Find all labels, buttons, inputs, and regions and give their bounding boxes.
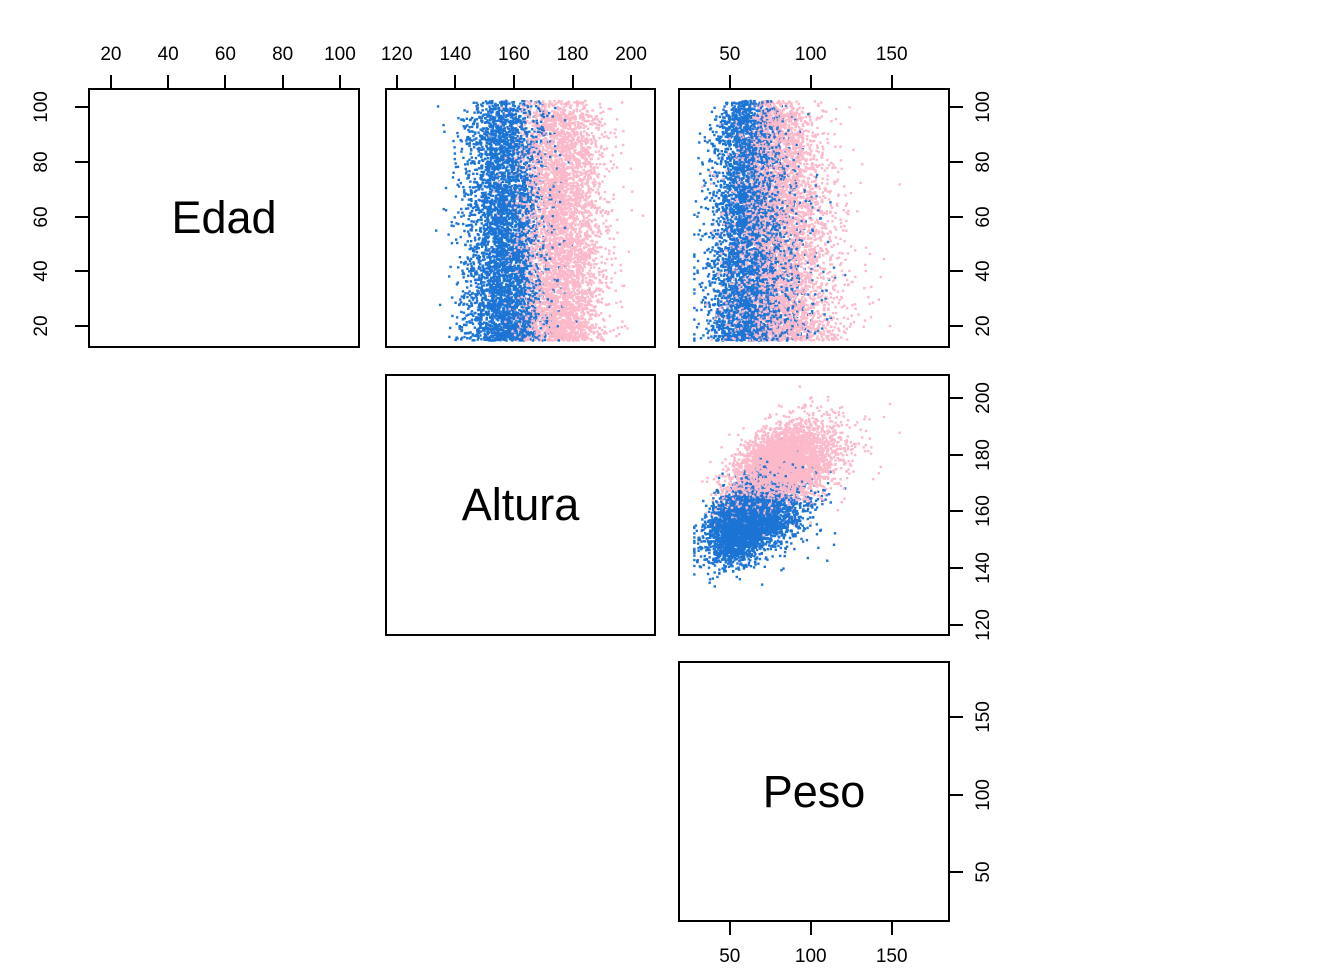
axis-tick [224,75,227,88]
panel-scatter-peso-vs-edad [678,88,950,348]
axis-tick-label: 20 [973,315,994,337]
axis-tick [109,75,112,88]
axis-tick [75,325,88,328]
axis-tick [950,325,963,328]
scatter-canvas-peso-altura [680,376,948,634]
panel-edad-label: Edad [88,88,360,348]
axis-tick [571,75,574,88]
axis-tick [454,75,457,88]
axis-tick-label: 100 [973,778,994,811]
axis-tick-label: 200 [973,382,994,414]
axis-tick-label: 60 [214,44,236,65]
axis-tick-label: 40 [973,260,994,282]
axis-tick-label: 150 [973,701,994,733]
axis-tick-label: 180 [973,438,994,471]
axis-tick [950,871,963,874]
axis-tick-label: 100 [973,91,994,124]
panel-scatter-peso-vs-altura [678,374,950,636]
axis-tick [281,75,284,88]
axis-tick [950,160,963,163]
axis-tick-label: 100 [31,91,52,124]
axis-tick [395,75,398,88]
axis-tick-label: 150 [875,44,908,65]
axis-tick [75,106,88,109]
axis-tick [512,75,515,88]
axis-tick-label: 60 [31,206,52,228]
variable-label-altura: Altura [461,479,580,530]
axis-tick-label: 80 [272,44,294,65]
axis-tick-label: 50 [719,44,741,65]
axis-tick-label: 20 [31,315,52,337]
axis-tick [630,75,633,88]
axis-tick [75,160,88,163]
axis-tick [950,106,963,109]
panel-scatter-altura-vs-edad [385,88,656,348]
axis-tick [890,75,893,88]
variable-label-peso: Peso [762,765,866,817]
axis-tick [75,270,88,273]
axis-tick-label: 180 [556,44,589,65]
axis-tick [728,922,731,935]
axis-tick [950,715,963,718]
axis-tick-label: 140 [973,552,994,584]
axis-tick [167,75,170,88]
axis-tick-label: 160 [973,495,994,528]
axis-tick [728,75,731,88]
axis-tick [809,75,812,88]
axis-tick [338,75,341,88]
axis-tick [950,623,963,626]
axis-tick-label: 50 [973,861,994,883]
axis-tick [950,567,963,570]
axis-tick-label: 60 [973,206,994,228]
variable-label-edad: Edad [171,192,277,243]
axis-tick-label: 120 [973,608,994,641]
axis-tick-label: 20 [100,44,122,65]
axis-tick [75,215,88,218]
scatter-canvas-altura-edad [387,90,654,346]
axis-tick [950,453,963,456]
axis-tick [950,510,963,513]
axis-tick-label: 80 [31,151,52,173]
axis-tick-label: 140 [439,44,472,65]
axis-tick-label: 40 [157,44,179,65]
axis-tick-label: 120 [380,44,413,65]
axis-tick [950,397,963,400]
axis-tick-label: 80 [973,151,994,173]
axis-tick [890,922,893,935]
panel-peso-label: Peso [678,661,950,922]
axis-tick [950,793,963,796]
axis-tick-label: 100 [794,946,827,967]
scatter-canvas-peso-edad [680,90,948,346]
axis-tick [809,922,812,935]
axis-tick-label: 200 [615,44,647,65]
panel-altura-label: Altura [385,374,656,636]
axis-tick-label: 160 [498,44,530,65]
axis-tick-label: 100 [324,44,356,65]
axis-tick-label: 40 [31,260,52,282]
axis-tick-label: 100 [794,44,827,65]
axis-tick-label: 50 [719,946,741,967]
axis-tick-label: 150 [875,946,908,967]
axis-tick [950,270,963,273]
axis-tick [950,215,963,218]
